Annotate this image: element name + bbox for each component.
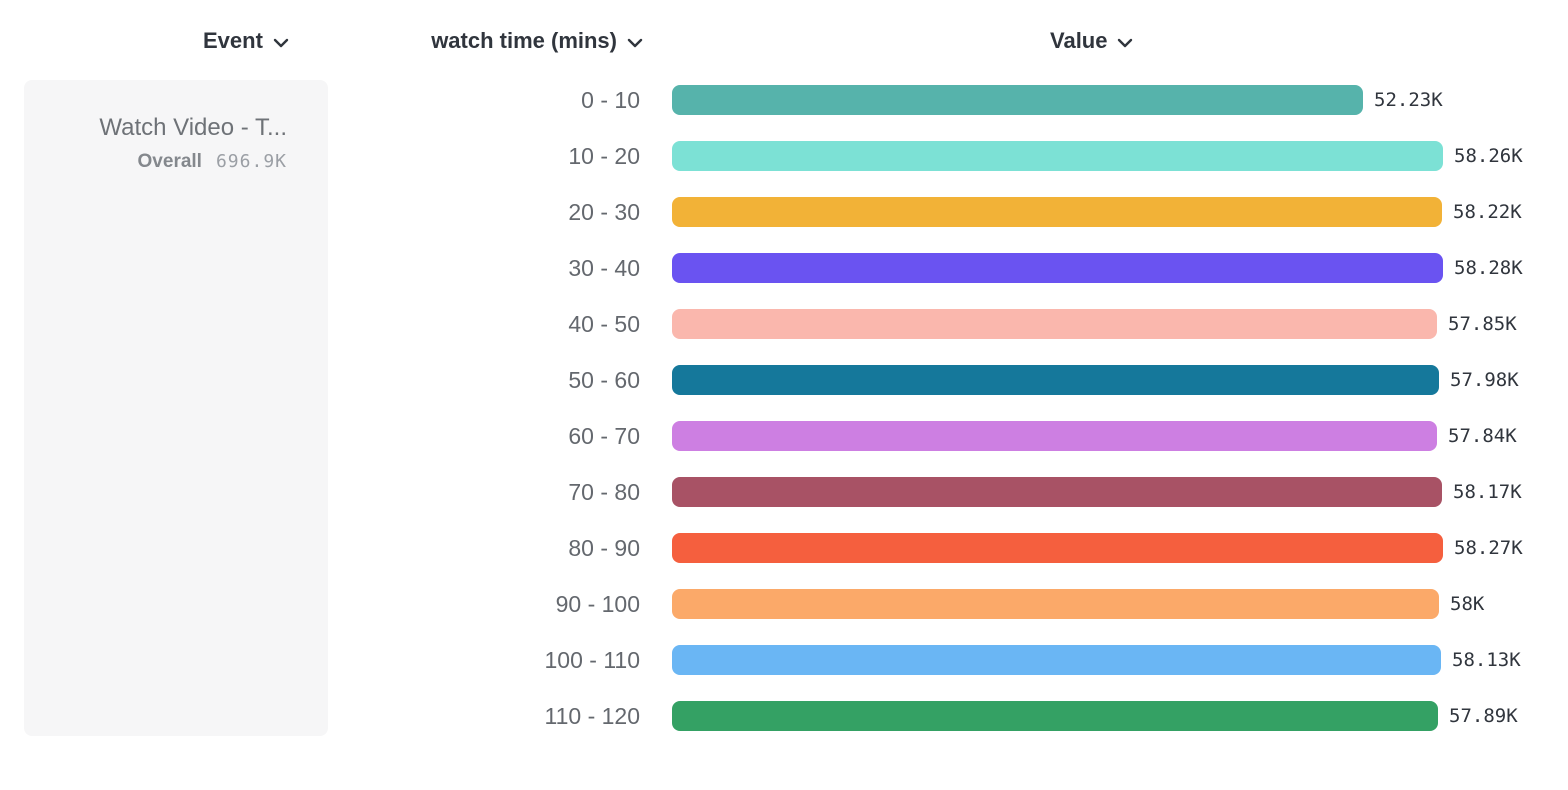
bar-track: 58.22K	[672, 197, 1522, 227]
bucket-label: 90 - 100	[555, 590, 640, 617]
bar[interactable]	[672, 85, 1363, 115]
bucket-label: 80 - 90	[568, 534, 640, 561]
bar-chart: 0 - 10 52.23K 10 - 20 58.26K 20 - 30 58.…	[0, 85, 1568, 757]
event-legend-card[interactable]: Watch Video - T... Overall 696.9K	[24, 80, 328, 736]
event-column-dropdown[interactable]: Event	[203, 28, 289, 54]
bar-value-label: 58.22K	[1453, 201, 1522, 223]
bar-value-label: 57.85K	[1448, 313, 1517, 335]
bar[interactable]	[672, 141, 1443, 171]
bar[interactable]	[672, 197, 1442, 227]
bar-value-label: 57.89K	[1449, 705, 1518, 727]
bar[interactable]	[672, 645, 1441, 675]
bar-track: 58.26K	[672, 141, 1523, 171]
chart-row: 100 - 110 58.13K	[0, 645, 1568, 675]
event-name: Watch Video - T...	[99, 114, 287, 141]
bar-value-label: 52.23K	[1374, 89, 1443, 111]
chart-row: 10 - 20 58.26K	[0, 141, 1568, 171]
chart-row: 40 - 50 57.85K	[0, 309, 1568, 339]
bar-value-label: 58.13K	[1452, 649, 1521, 671]
bucket-label: 40 - 50	[568, 310, 640, 337]
bar-track: 57.85K	[672, 309, 1517, 339]
chart-row: 50 - 60 57.98K	[0, 365, 1568, 395]
bar-track: 58K	[672, 589, 1484, 619]
bar-track: 57.84K	[672, 421, 1517, 451]
bucket-label: 30 - 40	[568, 254, 640, 281]
breakdown-column-dropdown[interactable]: watch time (mins)	[431, 28, 643, 54]
bar[interactable]	[672, 589, 1439, 619]
bar[interactable]	[672, 309, 1437, 339]
chevron-down-icon	[627, 38, 643, 48]
bar-track: 57.98K	[672, 365, 1519, 395]
overall-row: Overall 696.9K	[36, 151, 287, 173]
bar-value-label: 58K	[1450, 593, 1485, 615]
bar-value-label: 58.17K	[1453, 481, 1522, 503]
bar[interactable]	[672, 477, 1442, 507]
chevron-down-icon	[1117, 38, 1133, 48]
bucket-label: 110 - 120	[544, 702, 640, 729]
overall-value: 696.9K	[215, 151, 287, 172]
bucket-label: 100 - 110	[544, 646, 640, 673]
bar-track: 52.23K	[672, 85, 1443, 115]
chart-row: 90 - 100 58K	[0, 589, 1568, 619]
event-column-label: Event	[203, 28, 263, 53]
chart-row: 70 - 80 58.17K	[0, 477, 1568, 507]
chevron-down-icon	[273, 38, 289, 48]
bar-track: 58.27K	[672, 533, 1523, 563]
breakdown-column-label: watch time (mins)	[431, 28, 617, 53]
bar[interactable]	[672, 421, 1437, 451]
value-column-dropdown[interactable]: Value	[1050, 28, 1133, 54]
bar-value-label: 58.26K	[1454, 145, 1523, 167]
chart-row: 60 - 70 57.84K	[0, 421, 1568, 451]
bar-track: 57.89K	[672, 701, 1518, 731]
bucket-label: 50 - 60	[568, 366, 640, 393]
bar-track: 58.28K	[672, 253, 1523, 283]
chart-row: 110 - 120 57.89K	[0, 701, 1568, 731]
bar[interactable]	[672, 533, 1443, 563]
overall-label: Overall	[137, 151, 202, 172]
bucket-label: 0 - 10	[581, 86, 640, 113]
bucket-label: 70 - 80	[568, 478, 640, 505]
bar[interactable]	[672, 701, 1438, 731]
bar-value-label: 57.98K	[1450, 369, 1519, 391]
bar[interactable]	[672, 365, 1439, 395]
chart-row: 30 - 40 58.28K	[0, 253, 1568, 283]
bar[interactable]	[672, 253, 1443, 283]
chart-row: 20 - 30 58.22K	[0, 197, 1568, 227]
chart-row: 0 - 10 52.23K	[0, 85, 1568, 115]
bar-value-label: 58.28K	[1454, 257, 1523, 279]
bucket-label: 60 - 70	[568, 422, 640, 449]
bar-track: 58.13K	[672, 645, 1521, 675]
bar-track: 58.17K	[672, 477, 1522, 507]
value-column-label: Value	[1050, 28, 1108, 53]
bar-value-label: 57.84K	[1448, 425, 1517, 447]
bar-value-label: 58.27K	[1454, 537, 1523, 559]
chart-row: 80 - 90 58.27K	[0, 533, 1568, 563]
bucket-label: 10 - 20	[568, 142, 640, 169]
bucket-label: 20 - 30	[568, 198, 640, 225]
